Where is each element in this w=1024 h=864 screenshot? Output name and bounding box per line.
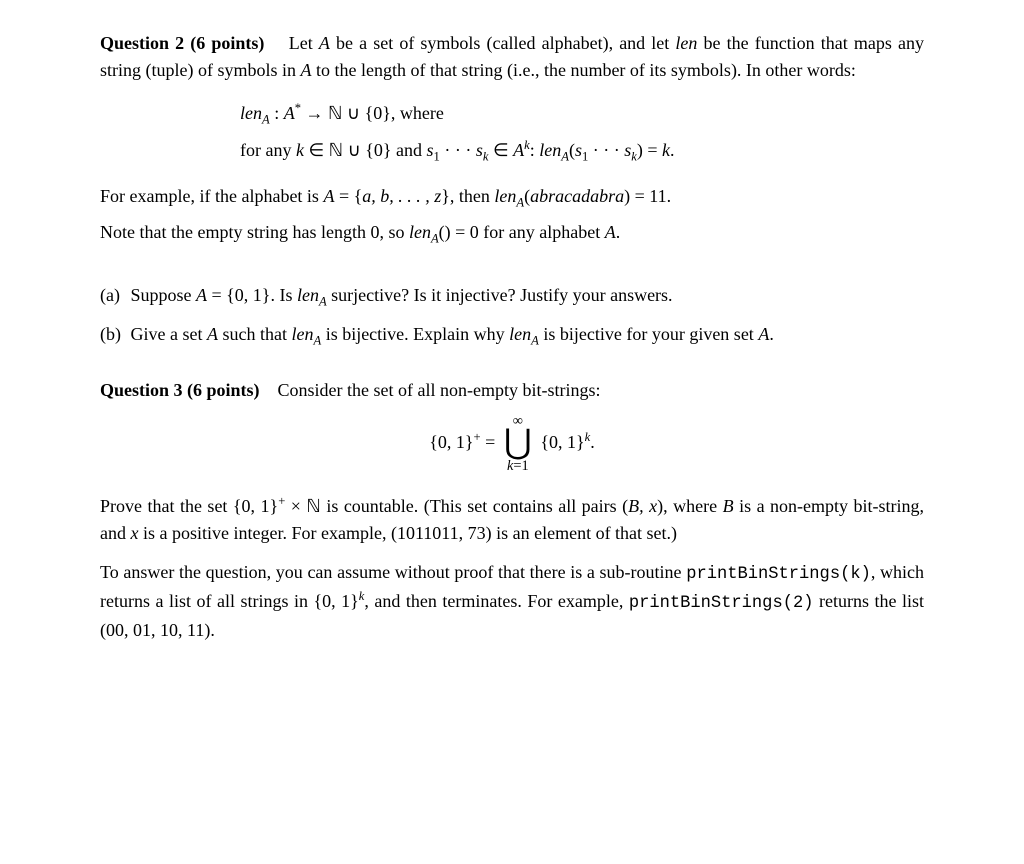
dot: .	[590, 432, 595, 452]
rhs: {0, 1}	[540, 432, 584, 452]
in: ∈	[488, 140, 513, 160]
q3-formula: {0, 1}+ = ∞ ⋃ k=1 {0, 1}k.	[100, 414, 924, 474]
sub-A: A	[319, 295, 327, 309]
sym-len: len	[675, 33, 697, 53]
text: ∈ ℕ ∪ {0} and	[304, 140, 427, 160]
dots: · · ·	[588, 140, 624, 160]
q2-paragraph: Question 2 (6 points) Let A be a set of …	[100, 30, 924, 84]
text: such that	[218, 324, 292, 344]
sub-A: A	[516, 196, 524, 210]
code-printBinStrings-k: printBinStrings(k)	[686, 565, 871, 584]
q2-text: be a set of symbols (called alphabet), a…	[330, 33, 675, 53]
sym-len: len	[509, 324, 531, 344]
document-page: Question 2 (6 points) Let A be a set of …	[0, 0, 1024, 864]
sym-len: len	[409, 222, 431, 242]
union-bottom: k=1	[504, 459, 532, 473]
text: }, then	[441, 186, 494, 206]
text: is bijective for your given set	[539, 324, 758, 344]
sym-A: A	[605, 222, 616, 242]
sym-len: len	[539, 140, 561, 160]
sym-len: len	[240, 103, 262, 123]
text: is a positive integer. For example, (101…	[139, 523, 678, 543]
q2-part-a: (a) Suppose A = {0, 1}. Is lenA surjecti…	[100, 282, 924, 311]
lhs: {0, 1}	[429, 432, 473, 452]
formula-line-2: for any k ∈ ℕ ∪ {0} and s1 · · · sk ∈ Ak…	[240, 133, 924, 170]
text: For example, if the alphabet is	[100, 186, 323, 206]
abracadabra: abracadabra	[530, 186, 624, 206]
sub-A: A	[431, 231, 439, 245]
dot: .	[616, 222, 621, 242]
q2-example: For example, if the alphabet is A = {a, …	[100, 183, 924, 212]
sym-A: A	[284, 103, 295, 123]
set-letters: a, b, . . . , z	[362, 186, 441, 206]
sym-k: k	[662, 140, 670, 160]
sym-A: A	[513, 140, 524, 160]
sym-s: s	[427, 140, 434, 160]
Bx: B, x	[628, 496, 657, 516]
text: , and then terminates. For example,	[364, 591, 628, 611]
q3-prove: Prove that the set {0, 1}+ × ℕ is counta…	[100, 492, 924, 547]
text: × ℕ is countable. (This set contains all…	[285, 496, 628, 516]
gap	[100, 361, 924, 377]
q3-intro: Consider the set of all non-empty bit-st…	[278, 380, 601, 400]
sym-A: A	[301, 60, 312, 80]
text: = {	[334, 186, 362, 206]
text: To answer the question, you can assume w…	[100, 562, 686, 582]
union-symbol: ⋃	[504, 428, 532, 459]
sym-A: A	[758, 324, 769, 344]
sym-x: x	[131, 523, 139, 543]
gap	[100, 260, 924, 276]
dot: .	[670, 140, 675, 160]
q2-text: Let	[289, 33, 319, 53]
sym-len: len	[291, 324, 313, 344]
eq1: =1	[513, 458, 528, 474]
sym-len: len	[297, 285, 319, 305]
colon: :	[270, 103, 284, 123]
q3-hint: To answer the question, you can assume w…	[100, 559, 924, 644]
sym-len: len	[494, 186, 516, 206]
q2-text: to the length of that string (i.e., the …	[312, 60, 856, 80]
sub-A: A	[531, 334, 539, 348]
q3-paragraph: Question 3 (6 points) Consider the set o…	[100, 377, 924, 404]
text: = {0, 1}. Is	[207, 285, 297, 305]
text: Note that the empty string has length 0,…	[100, 222, 409, 242]
part-label-a: (a)	[100, 282, 126, 309]
eq: ) =	[637, 140, 662, 160]
text: Suppose	[131, 285, 197, 305]
q2-part-b: (b) Give a set A such that lenA is bijec…	[100, 321, 924, 350]
eq: =	[481, 432, 500, 452]
sub-A: A	[561, 149, 569, 163]
q2-formula-block: lenA : A* → ℕ ∪ {0}, where for any k ∈ ℕ…	[240, 96, 924, 169]
text: Give a set	[131, 324, 207, 344]
sub-A: A	[262, 113, 270, 127]
formula-line-1: lenA : A* → ℕ ∪ {0}, where	[240, 96, 924, 133]
text: Prove that the set {0, 1}	[100, 496, 278, 516]
text: for any	[240, 140, 296, 160]
sym-A: A	[207, 324, 218, 344]
dots: · · ·	[440, 140, 476, 160]
text: surjective? Is it injective? Justify you…	[327, 285, 673, 305]
sym-A: A	[196, 285, 207, 305]
sym-A: A	[319, 33, 330, 53]
part-label-b: (b)	[100, 321, 126, 348]
text: is bijective. Explain why	[321, 324, 509, 344]
big-union: ∞ ⋃ k=1	[504, 414, 532, 474]
sym-A: A	[323, 186, 334, 206]
sym-s: s	[575, 140, 582, 160]
sym-k: k	[296, 140, 304, 160]
arrow-etc: → ℕ ∪ {0}, where	[301, 103, 444, 123]
q2-note: Note that the empty string has length 0,…	[100, 219, 924, 248]
text: () = 0 for any alphabet	[439, 222, 605, 242]
eq11: ) = 11.	[624, 186, 671, 206]
q3-heading: Question 3 (6 points)	[100, 380, 260, 400]
q2-heading: Question 2 (6 points)	[100, 33, 264, 53]
sup-plus: +	[474, 430, 481, 444]
dot: .	[769, 324, 774, 344]
code-printBinStrings-2: printBinStrings(2)	[629, 594, 814, 613]
sym-B: B	[723, 496, 734, 516]
text: ), where	[657, 496, 722, 516]
colon-sp: :	[530, 140, 540, 160]
sym-s: s	[476, 140, 483, 160]
